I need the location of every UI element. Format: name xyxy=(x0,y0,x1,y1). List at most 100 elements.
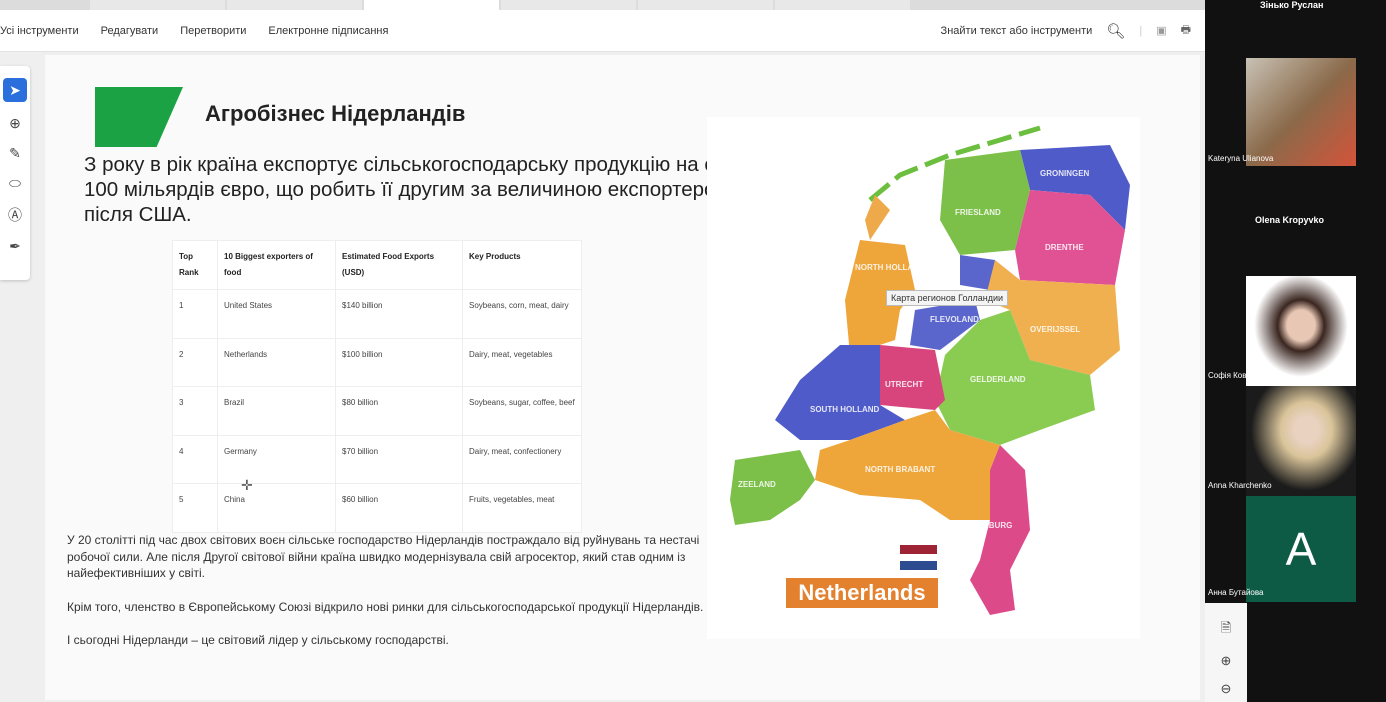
flag-stripe-red xyxy=(900,545,937,554)
region-noordoostpolder xyxy=(960,255,995,290)
participant-video[interactable] xyxy=(1246,386,1356,496)
participant-video[interactable] xyxy=(1246,58,1356,166)
table-row: 2 Netherlands $100 billion Dairy, meat, veg… xyxy=(172,337,582,387)
region-label: GRONINGEN xyxy=(1040,169,1090,178)
slide-lead-text: З року в рік країна експортує сільського… xyxy=(84,153,813,226)
cell: 2 xyxy=(172,337,218,387)
cell: Soybeans, corn, meat, dairy xyxy=(462,289,582,339)
cell: Dairy, meat, confectionery xyxy=(462,434,582,484)
cell: 5 xyxy=(172,483,218,533)
region-label: NORTH BRABANT xyxy=(865,465,935,474)
exporters-table: Top Rank 10 Biggest exporters of food Es… xyxy=(172,240,582,533)
participant-name: Софія Ковальова xyxy=(1208,371,1273,380)
browser-tabs xyxy=(0,0,1205,10)
region-utrecht xyxy=(880,345,945,410)
participants-panel: Зінько Руслан Kateryna Ulianova Olena Kr… xyxy=(1205,0,1386,702)
map-tooltip: Карта регионов Голландии xyxy=(886,290,1009,306)
zoom-out-icon[interactable]: ⊖ xyxy=(1220,681,1232,696)
lasso-icon[interactable]: ⬭ xyxy=(9,175,21,191)
region-north-brabant xyxy=(815,410,1000,520)
table-row: 4 Germany $70 billion Dairy, meat, confecti… xyxy=(172,434,582,484)
page-icon[interactable]: 🗎︎ xyxy=(1220,620,1232,635)
tab[interactable] xyxy=(775,0,910,10)
cell: $60 billion xyxy=(335,483,463,533)
tab[interactable] xyxy=(501,0,636,10)
cell: Netherlands xyxy=(217,337,336,387)
cell: $70 billion xyxy=(335,434,463,484)
netherlands-label: Netherlands xyxy=(786,578,938,608)
text-box-icon[interactable]: Ⓐ xyxy=(8,207,22,223)
region-label: OVERIJSSEL xyxy=(1030,325,1080,334)
tab[interactable] xyxy=(227,0,362,10)
region-gelderland xyxy=(935,310,1095,445)
stamp-icon[interactable]: ✒ xyxy=(9,238,21,254)
search-icon[interactable]: 🔍︎ xyxy=(1106,22,1126,40)
region-texel xyxy=(865,195,890,240)
region-drenthe xyxy=(1015,190,1125,285)
slide-title: Агробізнес Нідерландів xyxy=(205,101,466,126)
cell: $100 billion xyxy=(335,337,463,387)
print-icon[interactable]: 🖶︎ xyxy=(1180,24,1191,36)
cell: Fruits, vegetables, meat xyxy=(462,483,582,533)
menu-all-tools[interactable]: Усі інструменти xyxy=(0,24,79,37)
cell: China xyxy=(217,483,336,533)
cell: United States xyxy=(217,289,336,339)
panel-icon[interactable]: ▣ xyxy=(1156,25,1167,37)
table-header-row: Top Rank 10 Biggest exporters of food Es… xyxy=(172,240,582,290)
region-flevoland xyxy=(910,300,980,350)
tab[interactable] xyxy=(638,0,773,10)
participant-name: Анна Бутайова xyxy=(1208,588,1264,597)
region-overijssel xyxy=(985,260,1120,375)
participant-avatar[interactable]: A xyxy=(1246,496,1356,602)
cell: 3 xyxy=(172,386,218,436)
header-exports: Estimated Food Exports (USD) xyxy=(335,240,463,290)
region-label: GELDERLAND xyxy=(970,375,1026,384)
region-label: SOUTH HOLLAND xyxy=(810,405,880,414)
map-image: GRONINGEN FRIESLAND DRENTHE NORTH HOLLAN… xyxy=(730,125,1130,615)
header-country: 10 Biggest exporters of food xyxy=(217,240,336,290)
region-south-holland xyxy=(775,345,905,440)
region-label: FLEVOLAND xyxy=(930,315,979,324)
header-rank: Top Rank xyxy=(172,240,218,290)
tab[interactable] xyxy=(90,0,225,10)
table-row: 3 Brazil $80 billion Soybeans, sugar, coffe… xyxy=(172,386,582,436)
region-label: NORTH HOLLAND xyxy=(855,263,925,272)
flag-stripe-blue xyxy=(900,561,937,570)
cell: Brazil xyxy=(217,386,336,436)
cell: 4 xyxy=(172,434,218,484)
participant-video[interactable] xyxy=(1246,276,1356,386)
pdf-toolbar: Усі інструменти Редагувати Перетворити Е… xyxy=(0,10,1205,52)
cell: $80 billion xyxy=(335,386,463,436)
tab-active[interactable] xyxy=(364,0,499,10)
table-row: 5 China $60 billion Fruits, vegetables, mea… xyxy=(172,483,582,533)
move-cursor-icon: ✛ xyxy=(241,477,253,493)
cell: $140 billion xyxy=(335,289,463,339)
menu-edit[interactable]: Редагувати xyxy=(100,24,159,37)
region-groningen xyxy=(1020,145,1130,230)
participant-name: Kateryna Ulianova xyxy=(1208,154,1274,163)
cell: Dairy, meat, vegetables xyxy=(462,337,582,387)
region-label: ZEELAND xyxy=(738,480,776,489)
tool-palette: ➤ ⊕ ✎ ⬭ Ⓐ ✒ xyxy=(0,66,30,280)
cell: 1 xyxy=(172,289,218,339)
region-friesland xyxy=(940,150,1030,255)
right-toolbar: 🗎︎ ⊕ ⊖ xyxy=(1205,603,1247,702)
participant-name: Зінько Руслан xyxy=(1260,0,1324,10)
menu-e-sign[interactable]: Електронне підписання xyxy=(268,24,389,37)
participant-name: Olena Kropyvko xyxy=(1255,215,1325,225)
pen-icon[interactable]: ✎ xyxy=(9,145,21,161)
paragraph: У 20 столітті під час двох світових воєн… xyxy=(67,533,700,580)
zoom-in-icon[interactable]: ⊕ xyxy=(1220,653,1232,668)
region-limburg xyxy=(970,445,1030,615)
menu-convert[interactable]: Перетворити xyxy=(180,24,247,37)
search-tools-label[interactable]: Знайти текст або інструменти xyxy=(940,24,1093,37)
paragraph: Крім того, членство в Європейському Союз… xyxy=(67,599,704,614)
select-arrow-icon[interactable]: ➤ xyxy=(3,78,27,102)
cell: Germany xyxy=(217,434,336,484)
table-row: 1 United States $140 billion Soybeans, corn… xyxy=(172,289,582,339)
region-label: FRIESLAND xyxy=(955,208,1001,217)
participant-name: Anna Kharchenko xyxy=(1208,481,1272,490)
region-north-holland xyxy=(845,240,915,355)
slide-body-text: У 20 столітті під час двох світових воєн… xyxy=(67,532,717,666)
zoom-comment-icon[interactable]: ⊕ xyxy=(9,115,21,131)
